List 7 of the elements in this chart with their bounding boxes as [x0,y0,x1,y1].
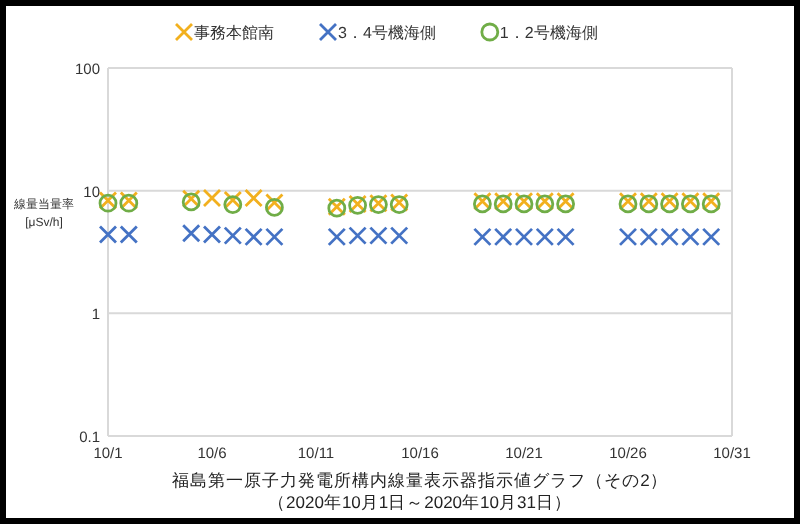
legend-label: 事務本館南 [194,24,274,42]
point [265,198,284,217]
legend-label: 3．4号機海側 [338,24,436,42]
point [223,195,243,214]
legend-label: 1．2号機海側 [499,24,598,42]
text: （2020年10月1日～2020年10月31日） [268,492,572,512]
text: 福島第一原子力発電所構内線量表示器指示値グラフ（その2） [172,470,668,490]
